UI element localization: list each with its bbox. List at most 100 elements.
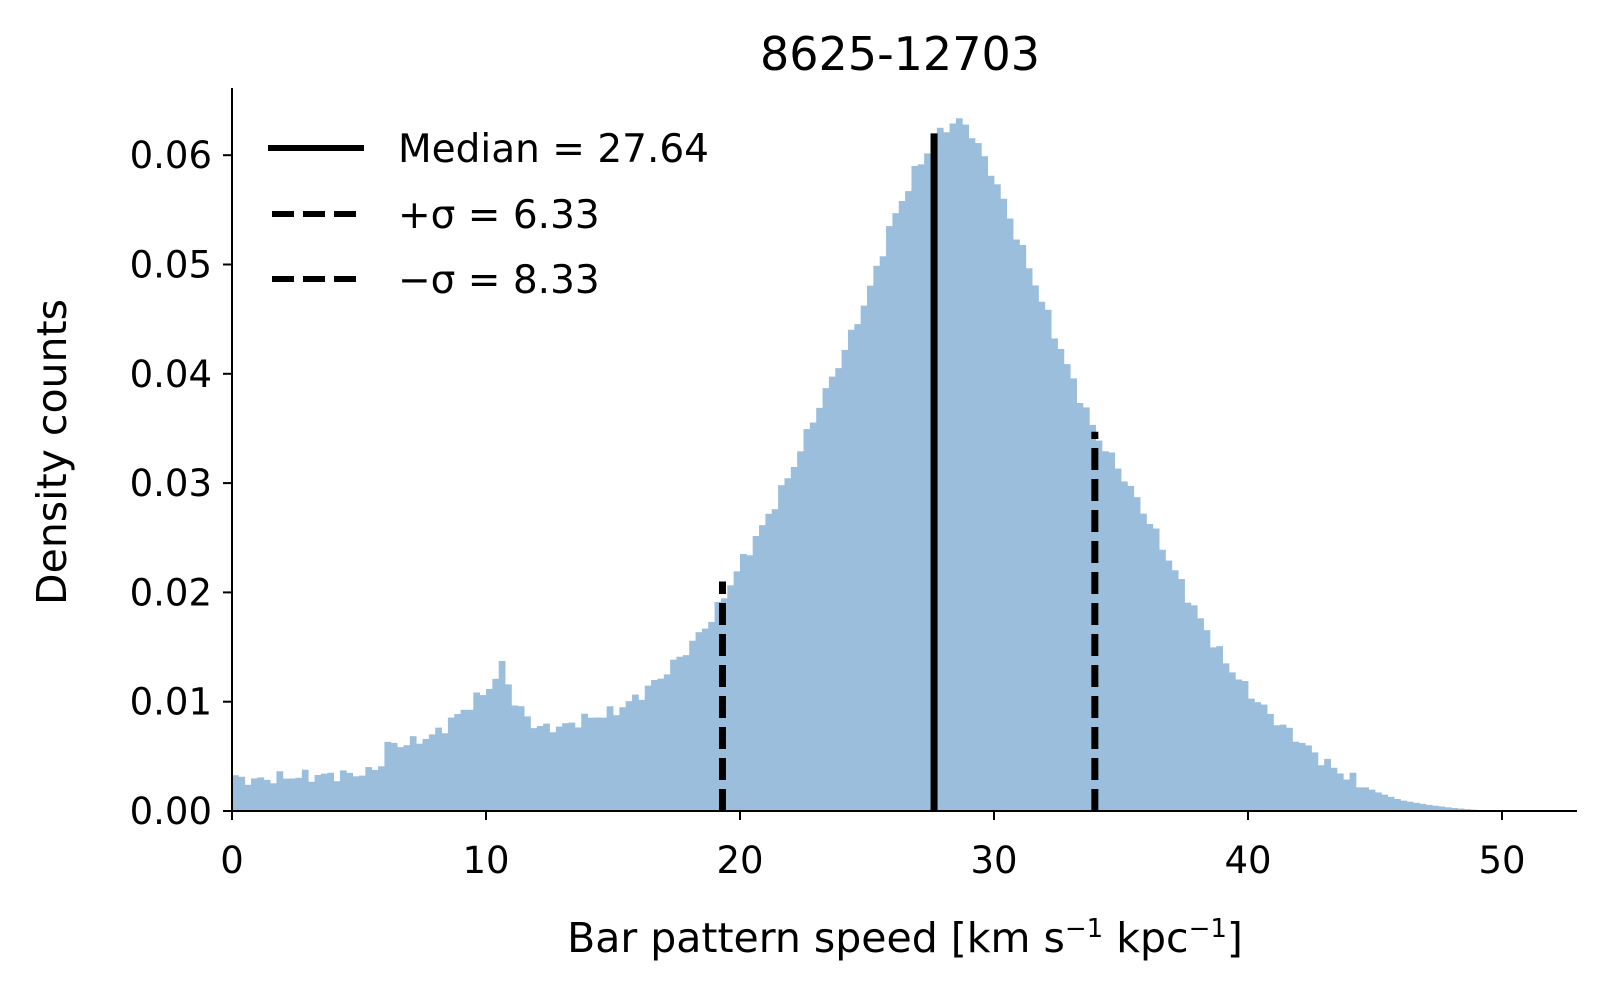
histogram-bar (1279, 724, 1287, 811)
histogram-bar (1368, 789, 1376, 811)
histogram-bar (314, 775, 322, 811)
histogram-bar (695, 632, 703, 811)
histogram-bar (968, 138, 976, 811)
histogram-bar (320, 773, 328, 811)
histogram-bar (1044, 309, 1052, 811)
histogram-bar (1438, 806, 1446, 811)
histogram-bar (803, 429, 811, 811)
histogram-bar (1432, 805, 1439, 811)
histogram-bar (282, 778, 290, 811)
x-ticks: 0 10 20 30 40 50 (220, 811, 1526, 882)
histogram-bar (1159, 549, 1166, 811)
histogram-bar (867, 285, 874, 811)
histogram-bar (1330, 767, 1338, 811)
histogram-bar (333, 781, 341, 811)
histogram-bar (289, 778, 296, 811)
y-axis-label: Density counts (28, 299, 76, 605)
histogram-bar (987, 175, 995, 812)
y-tick-label: 0.06 (130, 134, 212, 177)
histogram-bar (1006, 218, 1014, 811)
y-tick-label: 0.04 (130, 353, 212, 396)
y-ticks: 0.00 0.01 0.02 0.03 0.04 0.05 0.06 (130, 134, 232, 833)
histogram-bar (841, 349, 849, 811)
y-tick-label: 0.03 (130, 462, 212, 505)
histogram-bar (606, 706, 614, 811)
histogram-bar (365, 767, 373, 811)
histogram-bar (1133, 497, 1141, 811)
histogram-bar (1273, 725, 1281, 811)
histogram-bar (714, 601, 722, 811)
histogram-bar (447, 717, 455, 811)
histogram-bar (1209, 647, 1217, 811)
histogram-bar (295, 777, 303, 811)
histogram-bar (1317, 765, 1325, 811)
histogram-bar (1235, 679, 1243, 811)
histogram-bar (327, 772, 334, 811)
histogram-bar (828, 376, 836, 811)
histogram-bar (670, 659, 677, 811)
histogram-bar (511, 705, 519, 811)
histogram-bar (562, 723, 569, 811)
histogram-bar (422, 738, 430, 811)
histogram-bar (1260, 704, 1268, 811)
histogram-bar (1152, 528, 1160, 811)
histogram-bar (1082, 407, 1090, 811)
legend-label-plus-sigma: +σ = 6.33 (398, 193, 600, 238)
histogram-bar (409, 736, 417, 811)
histogram-bar (441, 733, 449, 811)
histogram-bar (232, 775, 239, 811)
histogram-bar (1324, 758, 1331, 811)
histogram-bar (1146, 523, 1154, 811)
histogram-bar (1413, 802, 1420, 811)
histogram-bar (1197, 618, 1204, 811)
histogram-bar (994, 184, 1001, 812)
histogram-bar (1343, 779, 1350, 811)
histogram-bar (428, 734, 436, 811)
histogram-bar (625, 701, 633, 811)
histogram-bar (701, 628, 709, 811)
legend: Median = 27.64 +σ = 6.33 −σ = 8.33 (268, 127, 709, 303)
histogram-bar (854, 324, 862, 811)
histogram-bar (1406, 801, 1414, 811)
histogram-bar (1127, 485, 1135, 811)
histogram-bar (498, 660, 506, 811)
histogram-bar (613, 715, 620, 811)
histogram-bar (517, 706, 525, 811)
histogram-bar (924, 153, 931, 812)
histogram-bar (352, 776, 360, 811)
histogram-bar (765, 513, 773, 811)
legend-label-minus-sigma: −σ = 8.33 (398, 258, 600, 303)
histogram-bar (549, 732, 557, 811)
histogram-bar (1444, 807, 1452, 811)
histogram-bar (784, 478, 792, 811)
histogram-bar (466, 709, 474, 811)
histogram-bar (1286, 727, 1293, 811)
histogram-bar (460, 709, 468, 811)
histogram-bar (1140, 513, 1147, 811)
histogram-bar (473, 692, 481, 811)
histogram-bar (371, 769, 379, 811)
histogram-bar (1267, 713, 1274, 811)
histogram-bar (1038, 301, 1046, 811)
histogram-bar (543, 723, 550, 811)
y-tick-label: 0.01 (130, 681, 212, 724)
histogram-bar (238, 776, 246, 811)
x-axis-label: Bar pattern speed [km s−1 kpc−1] (567, 914, 1243, 962)
histogram-bar (505, 684, 512, 811)
histogram-bar (1095, 440, 1103, 811)
histogram-bar (1000, 198, 1008, 811)
histogram-bar (454, 714, 461, 811)
x-tick-label: 40 (1224, 839, 1271, 882)
histogram-bar (835, 368, 842, 811)
histogram-bar (911, 165, 919, 811)
histogram-bar (752, 536, 760, 811)
histogram-bar (397, 747, 404, 811)
histogram-bar (905, 191, 912, 812)
histogram-bar (492, 678, 500, 811)
histogram-bar (1051, 338, 1058, 811)
histogram-bar (663, 674, 671, 811)
y-tick-label: 0.02 (130, 571, 212, 614)
histogram-bar (1362, 787, 1370, 811)
x-tick-label: 50 (1478, 839, 1525, 882)
histogram-bar (1121, 481, 1128, 811)
